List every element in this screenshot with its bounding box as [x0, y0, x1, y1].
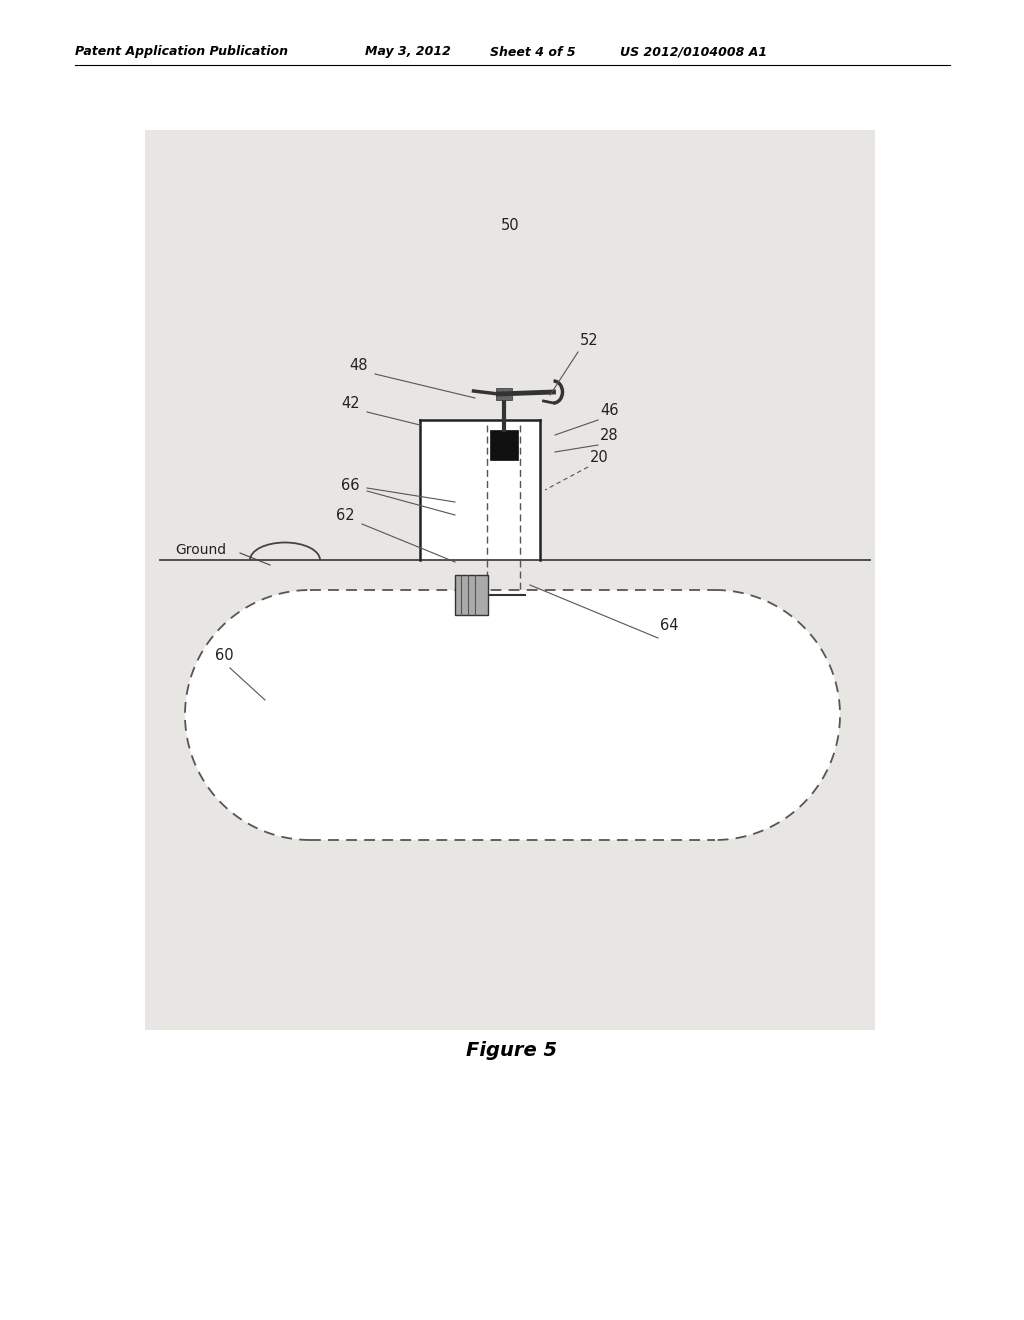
Ellipse shape: [185, 590, 435, 840]
Text: Figure 5: Figure 5: [467, 1040, 557, 1060]
Bar: [496, 388, 512, 400]
Bar: [489, 430, 517, 459]
Text: 48: 48: [349, 358, 368, 374]
Text: Ground: Ground: [175, 543, 226, 557]
Text: 20: 20: [590, 450, 608, 465]
Text: US 2012/0104008 A1: US 2012/0104008 A1: [620, 45, 767, 58]
Ellipse shape: [590, 590, 840, 840]
Text: 28: 28: [600, 428, 618, 444]
Bar: [310, 590, 715, 840]
Text: 60: 60: [215, 648, 233, 663]
FancyBboxPatch shape: [145, 129, 874, 1030]
Text: 62: 62: [336, 508, 355, 523]
Text: 42: 42: [341, 396, 360, 411]
Text: 66: 66: [341, 478, 360, 492]
Text: 64: 64: [660, 618, 679, 634]
Text: Patent Application Publication: Patent Application Publication: [75, 45, 288, 58]
Text: May 3, 2012: May 3, 2012: [365, 45, 451, 58]
Text: 50: 50: [501, 218, 519, 234]
Bar: [420, 420, 540, 560]
Text: Sheet 4 of 5: Sheet 4 of 5: [490, 45, 575, 58]
Text: 52: 52: [580, 333, 599, 348]
Text: 46: 46: [600, 403, 618, 418]
Bar: [455, 576, 488, 615]
